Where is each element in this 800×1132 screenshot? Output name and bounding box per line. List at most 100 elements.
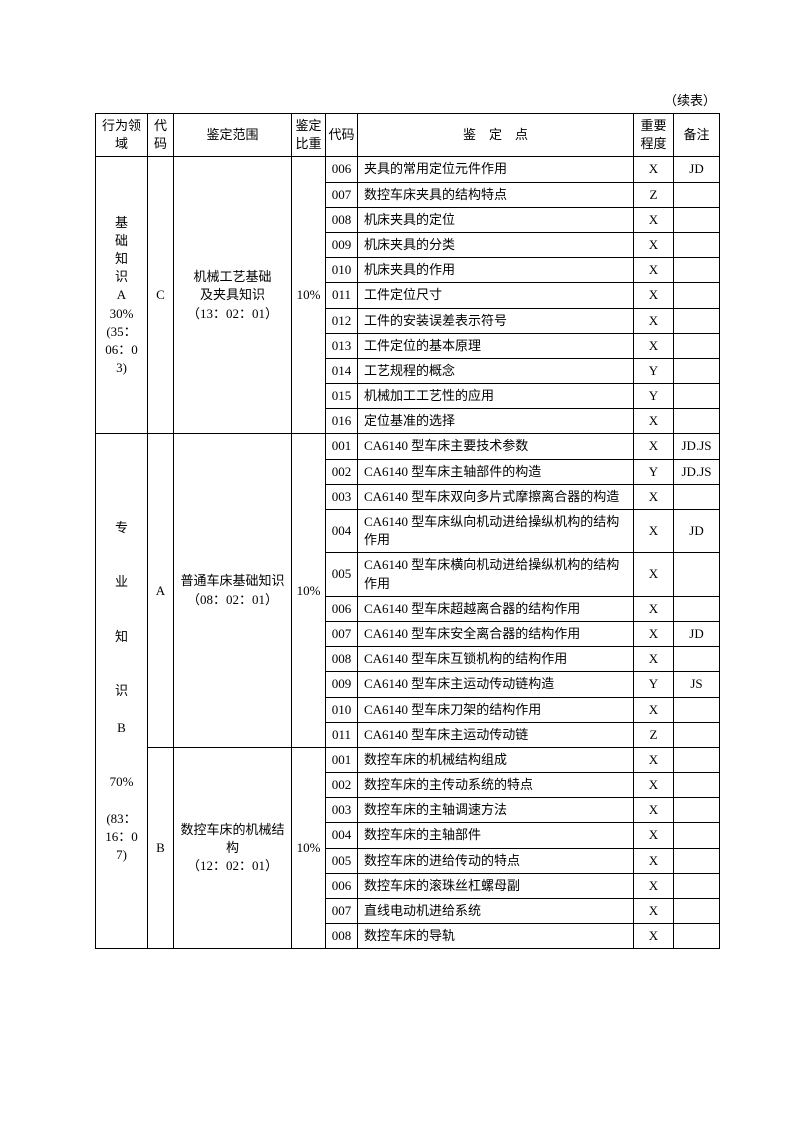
scope-cell: 机械工艺基础 及夹具知识 （13：02：01） — [174, 157, 292, 434]
note-cell — [674, 924, 720, 949]
note-cell: JD.JS — [674, 434, 720, 459]
code2-cell: 004 — [326, 510, 358, 553]
imp-cell: X — [634, 697, 674, 722]
imp-cell: Y — [634, 672, 674, 697]
code2-cell: 001 — [326, 747, 358, 772]
code1-cell: B — [148, 747, 174, 949]
col-weight: 鉴定比重 — [292, 114, 326, 157]
imp-cell: X — [634, 409, 674, 434]
point-cell: 数控车床的滚珠丝杠螺母副 — [358, 873, 634, 898]
code2-cell: 008 — [326, 207, 358, 232]
imp-cell: Y — [634, 459, 674, 484]
code2-cell: 016 — [326, 409, 358, 434]
code2-cell: 011 — [326, 722, 358, 747]
table-row: 基 础 知 识 A 30% (35：06：0 3) C 机械工艺基础 及夹具知识… — [96, 157, 720, 182]
point-cell: CA6140 型车床横向机动进给操纵机构的结构作用 — [358, 553, 634, 596]
imp-cell: X — [634, 848, 674, 873]
code2-cell: 004 — [326, 823, 358, 848]
col-domain: 行为领域 — [96, 114, 148, 157]
code2-cell: 003 — [326, 484, 358, 509]
code2-cell: 015 — [326, 384, 358, 409]
note-cell — [674, 697, 720, 722]
col-point: 鉴 定 点 — [358, 114, 634, 157]
imp-cell: X — [634, 647, 674, 672]
point-cell: 定位基准的选择 — [358, 409, 634, 434]
point-cell: 工件定位的基本原理 — [358, 333, 634, 358]
code2-cell: 001 — [326, 434, 358, 459]
imp-cell: X — [634, 596, 674, 621]
note-cell — [674, 773, 720, 798]
note-cell — [674, 258, 720, 283]
imp-cell: X — [634, 333, 674, 358]
note-cell — [674, 409, 720, 434]
code2-cell: 010 — [326, 258, 358, 283]
point-cell: 机械加工工艺性的应用 — [358, 384, 634, 409]
point-cell: CA6140 型车床主运动传动链构造 — [358, 672, 634, 697]
note-cell — [674, 333, 720, 358]
imp-cell: Z — [634, 722, 674, 747]
scope-cell: 数控车床的机械结构 （12：02：01） — [174, 747, 292, 949]
note-cell — [674, 182, 720, 207]
code2-cell: 006 — [326, 157, 358, 182]
code2-cell: 006 — [326, 873, 358, 898]
imp-cell: X — [634, 747, 674, 772]
imp-cell: X — [634, 484, 674, 509]
note-cell — [674, 484, 720, 509]
point-cell: 数控车床夹具的结构特点 — [358, 182, 634, 207]
point-cell: CA6140 型车床纵向机动进给操纵机构的结构作用 — [358, 510, 634, 553]
col-scope: 鉴定范围 — [174, 114, 292, 157]
point-cell: CA6140 型车床超越离合器的结构作用 — [358, 596, 634, 621]
code2-cell: 005 — [326, 848, 358, 873]
point-cell: CA6140 型车床主轴部件的构造 — [358, 459, 634, 484]
point-cell: 工件定位尺寸 — [358, 283, 634, 308]
note-cell — [674, 207, 720, 232]
continuation-label: （续表） — [95, 90, 720, 109]
code2-cell: 008 — [326, 647, 358, 672]
point-cell: 数控车床的机械结构组成 — [358, 747, 634, 772]
domain-cell-b: 专 业 知 识 B 70% (83：16 — [96, 434, 148, 949]
code2-cell: 003 — [326, 798, 358, 823]
table-row: 专 业 知 识 B 70% (83：16 — [96, 434, 720, 459]
weight-cell: 10% — [292, 434, 326, 747]
note-cell — [674, 823, 720, 848]
note-cell — [674, 384, 720, 409]
point-cell: CA6140 型车床刀架的结构作用 — [358, 697, 634, 722]
note-cell: JS — [674, 672, 720, 697]
note-cell — [674, 553, 720, 596]
imp-cell: X — [634, 798, 674, 823]
code2-cell: 009 — [326, 672, 358, 697]
note-cell — [674, 798, 720, 823]
note-cell — [674, 647, 720, 672]
point-cell: CA6140 型车床主运动传动链 — [358, 722, 634, 747]
note-cell — [674, 747, 720, 772]
code2-cell: 005 — [326, 553, 358, 596]
imp-cell: X — [634, 510, 674, 553]
col-importance: 重要程度 — [634, 114, 674, 157]
point-cell: 机床夹具的定位 — [358, 207, 634, 232]
weight-cell: 10% — [292, 157, 326, 434]
point-cell: 机床夹具的作用 — [358, 258, 634, 283]
code2-cell: 007 — [326, 182, 358, 207]
note-cell — [674, 232, 720, 257]
spec-table: 行为领域 代码 鉴定范围 鉴定比重 代码 鉴 定 点 重要程度 备注 基 础 知… — [95, 113, 720, 949]
table-row: B 数控车床的机械结构 （12：02：01） 10% 001 数控车床的机械结构… — [96, 747, 720, 772]
col-code1: 代码 — [148, 114, 174, 157]
imp-cell: X — [634, 899, 674, 924]
imp-cell: Z — [634, 182, 674, 207]
note-cell: JD — [674, 510, 720, 553]
point-cell: 数控车床的主传动系统的特点 — [358, 773, 634, 798]
note-cell — [674, 873, 720, 898]
imp-cell: Y — [634, 358, 674, 383]
point-cell: 数控车床的导轨 — [358, 924, 634, 949]
imp-cell: X — [634, 823, 674, 848]
code2-cell: 007 — [326, 899, 358, 924]
note-cell: JD.JS — [674, 459, 720, 484]
code2-cell: 009 — [326, 232, 358, 257]
code2-cell: 013 — [326, 333, 358, 358]
imp-cell: X — [634, 621, 674, 646]
point-cell: CA6140 型车床互锁机构的结构作用 — [358, 647, 634, 672]
point-cell: CA6140 型车床双向多片式摩擦离合器的构造 — [358, 484, 634, 509]
weight-cell: 10% — [292, 747, 326, 949]
imp-cell: X — [634, 157, 674, 182]
code2-cell: 011 — [326, 283, 358, 308]
